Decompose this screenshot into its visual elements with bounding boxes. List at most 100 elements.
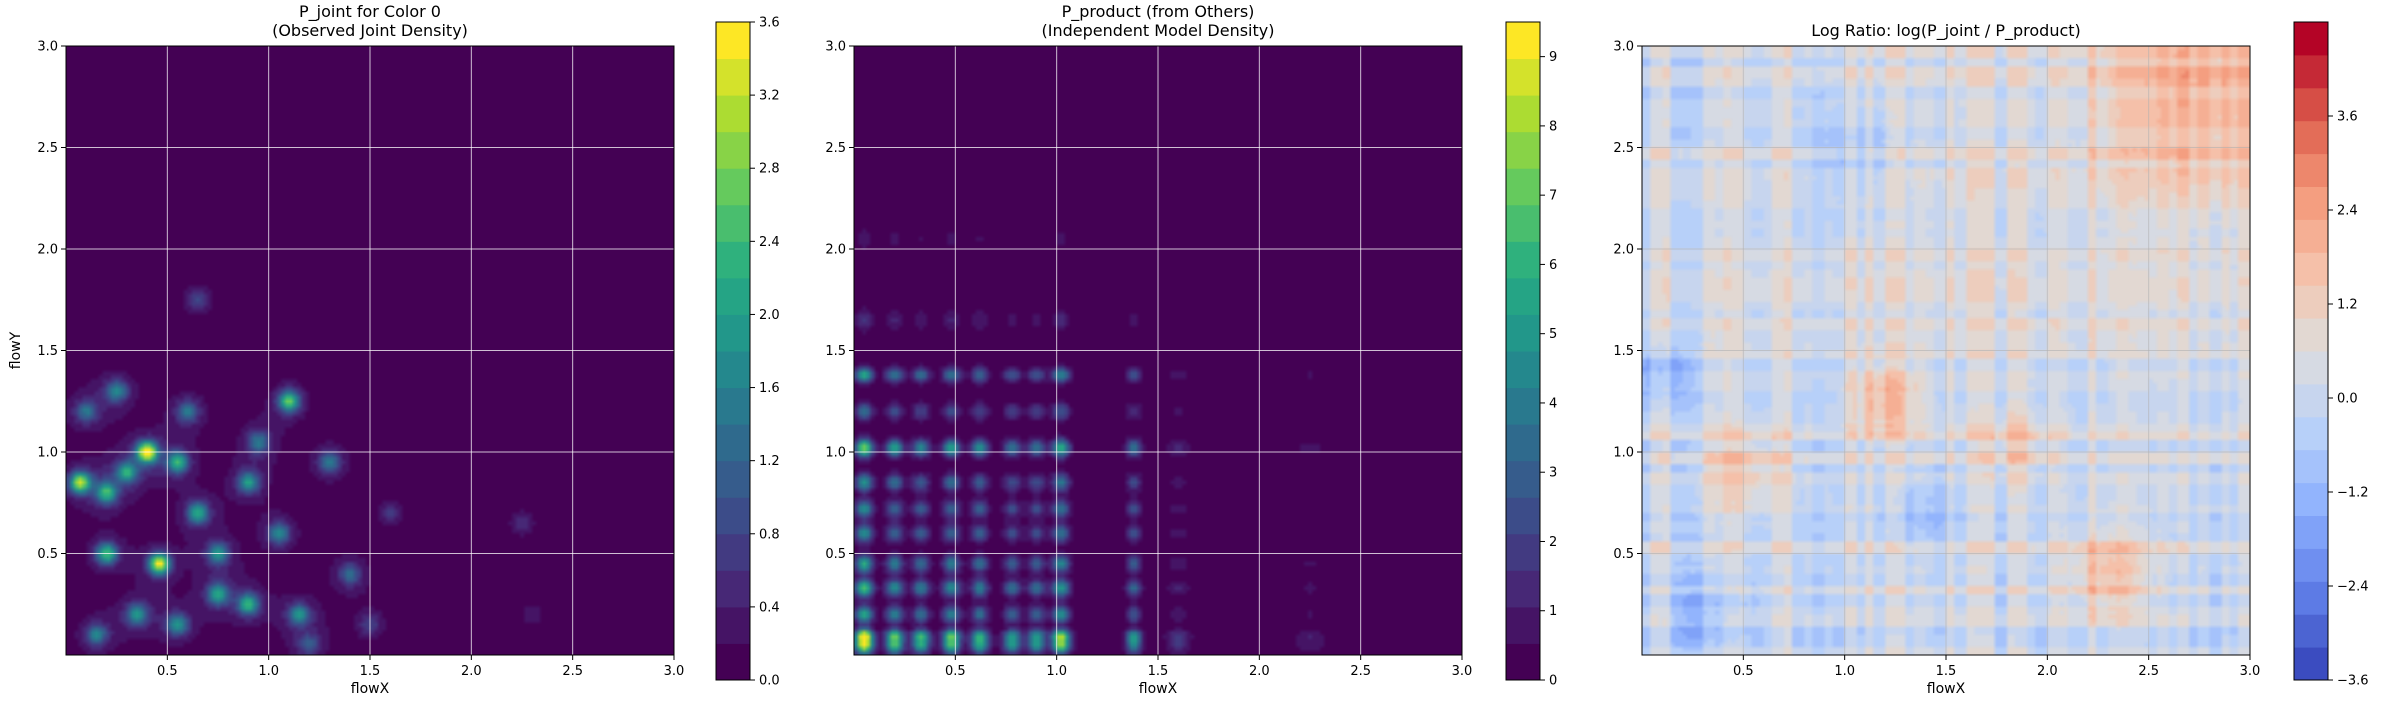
colorbar-segment: [2294, 351, 2328, 385]
colorbar-segment: [2294, 581, 2328, 615]
colorbar-tick-label: 2.4: [759, 235, 780, 250]
colorbar-segment: [2294, 153, 2328, 187]
colorbar-tick-label: 7: [1549, 189, 1557, 204]
chart-title: P_joint for Color 0: [299, 2, 441, 22]
colorbar-1: 0.0 0.4 0.8 1.2 1.6 2.0 2.4 2.8 3.2 3.6: [715, 16, 780, 689]
y-tick-label: 1.0: [37, 446, 58, 461]
colorbar-segment: [716, 606, 750, 644]
colorbar-tick-label: −1.2: [2337, 486, 2369, 501]
colorbar-tick-label: 1.2: [2337, 298, 2358, 313]
y-tick-label: 1.0: [1613, 446, 1634, 461]
y-tick-label: 2.0: [825, 243, 846, 258]
x-axis-label: flowX: [1927, 681, 1966, 697]
colorbar-tick-label: 0.0: [2337, 392, 2358, 407]
y-tick-label: 1.0: [825, 446, 846, 461]
x-tick-label: 3.0: [2240, 664, 2261, 679]
colorbar-segment: [1506, 58, 1540, 96]
y-tick-label: 2.5: [1613, 141, 1634, 156]
colorbar-segment: [2294, 318, 2328, 352]
y-axis-label: flowY: [8, 331, 24, 369]
y-tick-label: 0.5: [37, 547, 58, 562]
colorbar-tick-label: 3.6: [2337, 110, 2358, 125]
colorbar-segment: [716, 22, 750, 60]
colorbar-segment: [2294, 87, 2328, 122]
colorbar-frame: [715, 21, 751, 681]
colorbar-segment: [716, 168, 750, 206]
colorbar-segment: [1506, 351, 1540, 389]
y-tick-label: 1.5: [1613, 344, 1634, 359]
x-tick-label: 0.5: [945, 664, 966, 679]
colorbar-2: 0 1 2 3 4 5 6 7 8 9: [1505, 21, 1557, 689]
y-tick-label: 3.0: [825, 40, 846, 55]
colorbar-segment: [1506, 570, 1540, 608]
colorbar-tick-label: 3: [1549, 466, 1557, 481]
x-tick-label: 1.5: [1148, 664, 1169, 679]
colorbar-tick-label: 2: [1549, 535, 1557, 550]
colorbar-segment: [1506, 277, 1540, 315]
y-tick-label: 2.0: [37, 243, 58, 258]
colorbar-tick-label: 2.4: [2337, 204, 2358, 219]
colorbar-segment: [2294, 614, 2328, 648]
colorbar-segment: [2294, 252, 2328, 286]
chart-title: P_product (from Others): [1062, 2, 1255, 22]
colorbar-segment: [2294, 383, 2328, 418]
colorbar-segment: [2294, 186, 2328, 220]
colorbar-segment: [716, 204, 750, 242]
x-tick-label: 1.0: [1046, 664, 1067, 679]
colorbar-segment: [716, 533, 750, 571]
x-tick-label: 2.0: [1249, 664, 1270, 679]
colorbar-segment: [1506, 131, 1540, 169]
colorbar-segment: [1506, 314, 1540, 352]
y-tick-label: 3.0: [1613, 40, 1634, 55]
y-tick-label: 0.5: [1613, 547, 1634, 562]
chart-subtitle: (Independent Model Density): [1042, 21, 1275, 40]
colorbar-frame: [2293, 21, 2329, 681]
x-tick-label: 1.0: [258, 664, 279, 679]
colorbar-tick-label: 0: [1549, 674, 1557, 689]
chart-title: Log Ratio: log(P_joint / P_product): [1811, 21, 2081, 41]
chart-panel-1: 0.5 1.0 1.5 2.0 2.5 3.0 0.5 1.0 1.5 2.0 2.5 3.0 P_jo…: [8, 2, 780, 697]
colorbar-tick-label: 2.8: [759, 162, 780, 177]
colorbar-segment: [716, 643, 750, 681]
y-tick-label: 2.0: [1613, 243, 1634, 258]
colorbar-segment: [2294, 449, 2328, 484]
x-tick-label: 2.5: [2138, 664, 2159, 679]
x-tick-label: 1.5: [1936, 664, 1957, 679]
colorbar-segment: [1506, 22, 1540, 60]
chart-panel-2: 0.5 1.0 1.5 2.0 2.5 3.0 0.5 1.0 1.5 2.0 2.5 3.0 P_pr…: [825, 2, 1557, 697]
colorbar-segment: [1506, 533, 1540, 571]
colorbar-segment: [1506, 643, 1540, 681]
colorbar-segment: [1506, 204, 1540, 242]
colorbar-3: −3.6 −2.4 −1.2 0.0 1.2 2.4 3.6: [2293, 21, 2369, 689]
y-tick-label: 2.5: [37, 141, 58, 156]
x-tick-label: 2.0: [2037, 664, 2058, 679]
colorbar-segment: [1506, 95, 1540, 133]
x-tick-label: 2.0: [461, 664, 482, 679]
colorbar-segment: [1506, 241, 1540, 279]
colorbar-segment: [716, 460, 750, 498]
colorbar-segment: [716, 570, 750, 608]
colorbar-segment: [1506, 460, 1540, 498]
colorbar-segment: [2294, 120, 2328, 155]
colorbar-segment: [2294, 482, 2328, 516]
colorbar-segment: [1506, 497, 1540, 535]
x-tick-label: 3.0: [1452, 664, 1473, 679]
colorbar-tick-label: 0.8: [759, 527, 780, 542]
colorbar-segment: [716, 241, 750, 279]
colorbar-segment: [1506, 168, 1540, 206]
colorbar-tick-label: 0.0: [759, 674, 780, 689]
colorbar-tick-label: 0.4: [759, 600, 780, 615]
colorbar-tick-label: 3.2: [759, 89, 780, 104]
colorbar-tick-label: 1.2: [759, 454, 780, 469]
colorbar-tick-label: −3.6: [2337, 674, 2369, 689]
x-tick-label: 0.5: [1733, 664, 1754, 679]
chart-subtitle: (Observed Joint Density): [272, 21, 468, 40]
colorbar-tick-label: 8: [1549, 119, 1557, 134]
colorbar-segment: [716, 131, 750, 169]
chart-panel-3: 0.5 1.0 1.5 2.0 2.5 3.0 0.5 1.0 1.5 2.0 2.5 3.0 Log …: [1613, 21, 2368, 697]
x-tick-label: 1.5: [360, 664, 381, 679]
colorbar-tick-label: 3.6: [759, 16, 780, 31]
colorbar-tick-label: 9: [1549, 50, 1557, 65]
colorbar-segment: [1506, 606, 1540, 644]
